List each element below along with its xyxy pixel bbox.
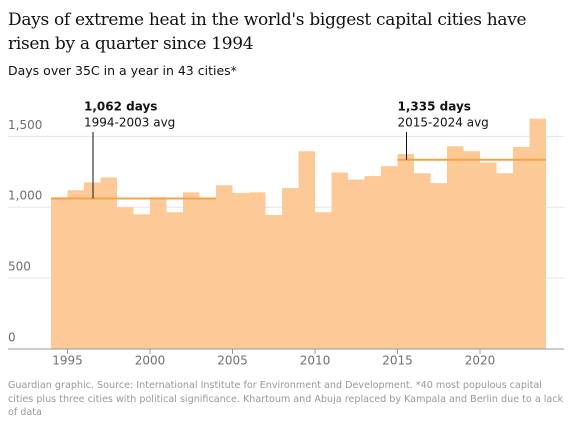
bar xyxy=(397,154,414,349)
annotation-label: 1,335 days xyxy=(398,100,471,114)
x-tick-label: 1995 xyxy=(52,354,83,368)
bar xyxy=(381,166,398,349)
y-tick-label: 0 xyxy=(8,331,16,345)
bar xyxy=(513,146,530,349)
bar xyxy=(216,185,233,349)
bar xyxy=(166,212,183,349)
bar xyxy=(282,188,299,349)
annotation-text: 1994-2003 avg xyxy=(84,116,175,130)
x-tick-label: 2015 xyxy=(382,354,413,368)
bar xyxy=(84,182,101,349)
x-tick-label: 2010 xyxy=(300,354,331,368)
bar xyxy=(67,190,84,349)
bar xyxy=(331,172,348,349)
bar xyxy=(348,179,365,349)
chart-subtitle: Days over 35C in a year in 43 cities* xyxy=(8,63,237,78)
bar xyxy=(51,197,68,349)
bar xyxy=(100,177,117,349)
bar xyxy=(480,162,497,349)
bar xyxy=(117,207,134,349)
x-tick-label: 2000 xyxy=(135,354,166,368)
bar xyxy=(150,197,167,349)
source-note: Guardian graphic. Source: International … xyxy=(8,380,564,418)
bar xyxy=(364,176,381,349)
bar xyxy=(463,151,480,349)
bar xyxy=(298,151,315,349)
y-tick-label: 1,500 xyxy=(8,118,42,132)
y-tick-label: 1,000 xyxy=(8,189,42,203)
bar xyxy=(199,199,216,349)
x-tick-label: 2005 xyxy=(217,354,248,368)
bar xyxy=(183,192,200,349)
annotation-text: 2015-2024 avg xyxy=(398,116,489,130)
bar xyxy=(496,173,513,349)
chart-title: Days of extreme heat in the world's bigg… xyxy=(8,10,527,54)
bar xyxy=(232,193,249,349)
y-tick-label: 500 xyxy=(8,260,31,274)
bar xyxy=(249,192,266,349)
x-tick-label: 2020 xyxy=(465,354,496,368)
bar xyxy=(414,173,431,349)
bar xyxy=(447,146,464,349)
bar xyxy=(133,214,150,349)
bar xyxy=(265,215,282,349)
bar xyxy=(529,118,546,349)
bar xyxy=(315,212,332,349)
annotation-label: 1,062 days xyxy=(84,100,157,114)
bar xyxy=(430,183,447,349)
